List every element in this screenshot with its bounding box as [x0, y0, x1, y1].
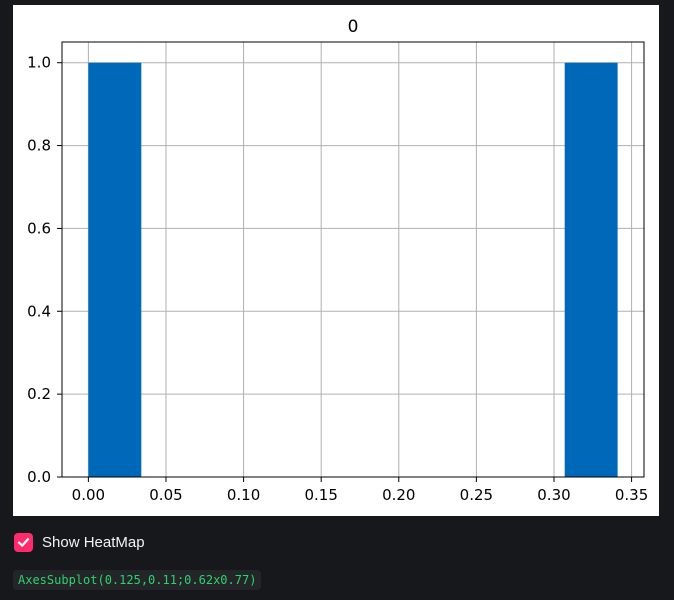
x-tick-label: 0.20: [382, 486, 415, 504]
x-tick-label: 0.00: [72, 486, 105, 504]
heatmap-checkbox[interactable]: [14, 532, 33, 552]
histogram-bar: [88, 62, 142, 477]
check-icon: [17, 537, 30, 547]
y-tick-label: 0.6: [27, 219, 51, 237]
x-axis-ticks: 0.00 0.05 0.10 0.15 0.20 0.25 0.30 0.35: [72, 477, 648, 504]
y-tick-label: 0.0: [27, 468, 51, 486]
histogram-chart: 0 0.00 0.05 0.10 0.15 0.20 0.25 0.30 0.35 0.00.…: [27, 17, 648, 504]
y-tick-label: 0.8: [27, 137, 51, 155]
x-tick-label: 0.35: [615, 486, 648, 504]
x-tick-label: 0.30: [537, 486, 570, 504]
x-tick-label: 0.05: [149, 486, 182, 504]
x-tick-label: 0.25: [460, 486, 493, 504]
histogram-bar: [564, 62, 618, 477]
chart-title: 0: [348, 17, 359, 37]
heatmap-toggle[interactable]: Show HeatMap: [14, 532, 145, 552]
chart-figure: 0 0.00 0.05 0.10 0.15 0.20 0.25 0.30 0.35 0.0 0.…: [13, 5, 659, 516]
y-axis-ticks: 0.0 0.2 0.4 0.6 0.8 1.0: [27, 54, 62, 486]
code-output: AxesSubplot(0.125,0.11;0.62x0.77): [13, 570, 262, 590]
x-tick-label: 0.15: [304, 486, 337, 504]
bars: [88, 62, 618, 477]
grid-lines: [62, 42, 644, 478]
y-tick-label: 0.4: [27, 302, 51, 320]
heatmap-label: Show HeatMap: [42, 533, 145, 551]
x-tick-label: 0.10: [227, 486, 260, 504]
y-tick-label: 0.2: [27, 385, 51, 403]
y-tick-label: 1.0: [27, 54, 51, 72]
plot-frame: [61, 41, 645, 478]
